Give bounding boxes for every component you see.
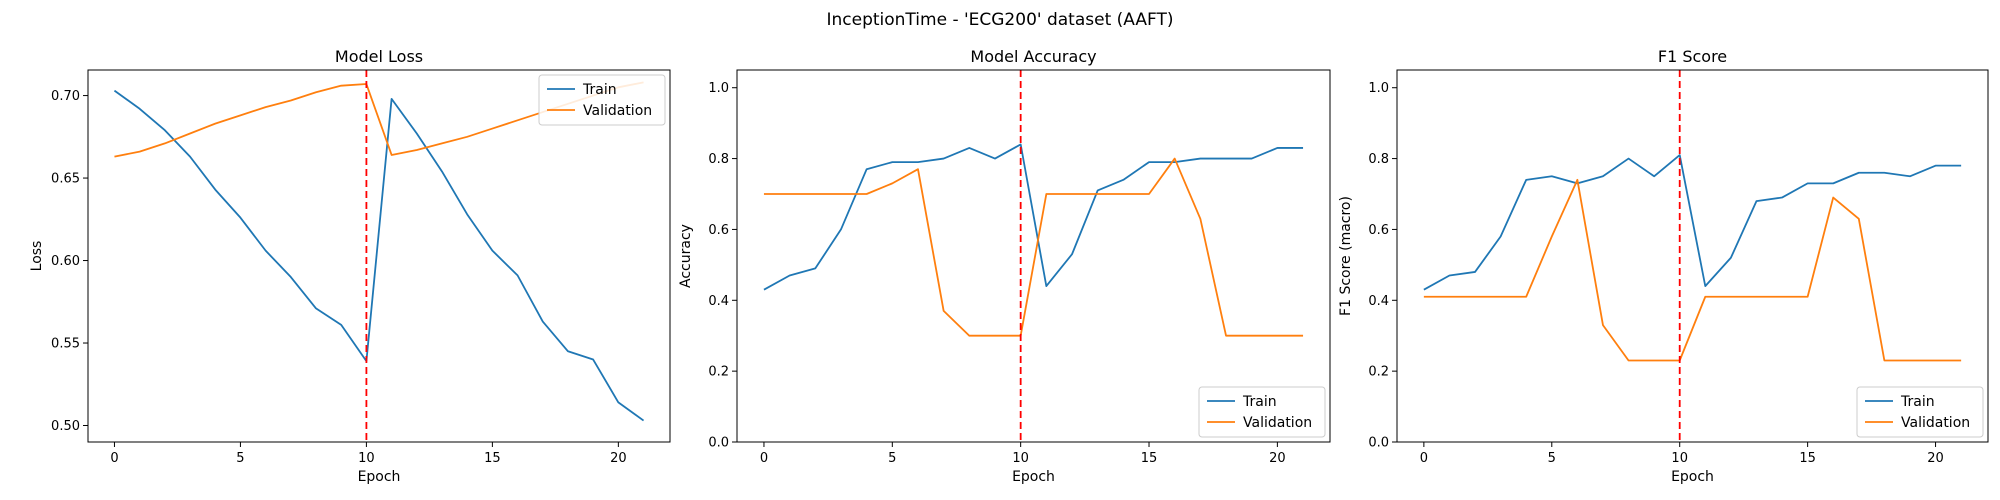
model-accuracy-validation-line [763, 157, 1304, 337]
f1-score-axes-frame [1396, 69, 1989, 443]
f1-score-y-axis-label: F1 Score (macro) [1338, 196, 1354, 316]
f1-score-y-tick-label: 0.0 [1368, 436, 1389, 451]
model-accuracy-panel: Model Accuracy 0 5 10 15 20 0.0 0.2 0.4 0.6 0.8 1.0… [678, 47, 1331, 485]
model-loss-x-tick-label: 15 [484, 451, 501, 466]
model-accuracy-y-tick-label: 0.8 [708, 152, 729, 167]
f1-score-x-tick-label: 15 [1799, 451, 1816, 466]
model-accuracy-x-tick-label: 5 [888, 451, 896, 466]
model-loss-x-tick-label: 10 [358, 451, 375, 466]
model-loss-legend: Train Validation [538, 74, 666, 126]
model-accuracy-x-tick-label: 15 [1141, 451, 1158, 466]
model-loss-y-tick-label: 0.65 [51, 172, 80, 187]
f1-score-train-line [1423, 154, 1962, 291]
model-loss-y-tick-label: 0.70 [51, 89, 80, 104]
model-loss-y-tick-label: 0.60 [51, 254, 80, 269]
model-loss-legend-label-train: Train [582, 82, 617, 98]
model-accuracy-x-tick-label: 20 [1269, 451, 1286, 466]
model-accuracy-x-axis-label: Epoch [1012, 469, 1055, 485]
model-accuracy-y-tick-label: 0.2 [708, 365, 729, 380]
model-loss-x-axis-label: Epoch [358, 469, 401, 485]
f1-score-y-tick-label: 0.2 [1368, 365, 1389, 380]
model-accuracy-y-tick-label: 0.0 [708, 436, 729, 451]
model-accuracy-axes-frame [736, 69, 1331, 443]
model-loss-y-tick-label: 0.50 [51, 419, 80, 434]
figure-suptitle: InceptionTime - 'ECG200' dataset (AAFT) [826, 10, 1173, 30]
f1-score-y-tick-label: 1.0 [1368, 81, 1389, 96]
model-accuracy-x-tick-label: 0 [760, 451, 768, 466]
model-accuracy-legend-label-validation: Validation [1243, 415, 1312, 431]
model-accuracy-title: Model Accuracy [970, 47, 1096, 66]
model-accuracy-legend: Train Validation [1198, 386, 1326, 438]
model-accuracy-y-tick-label: 0.6 [708, 223, 729, 238]
model-loss-x-tick-label: 5 [236, 451, 244, 466]
f1-score-legend-box [1856, 386, 1984, 438]
model-loss-panel: Model Loss 0 5 10 15 20 0.50 0.55 0.60 0.65 0.70 Ep… [29, 47, 671, 485]
model-accuracy-train-line [763, 143, 1304, 291]
f1-score-validation-line [1423, 178, 1962, 362]
f1-score-x-axis-label: Epoch [1671, 469, 1714, 485]
model-accuracy-x-tick-label: 10 [1012, 451, 1029, 466]
f1-score-x-tick-label: 10 [1671, 451, 1688, 466]
f1-score-legend-label-train: Train [1900, 394, 1935, 410]
f1-score-y-tick-label: 0.6 [1368, 223, 1389, 238]
model-accuracy-y-axis-label: Accuracy [678, 224, 694, 288]
model-loss-legend-label-validation: Validation [583, 103, 652, 119]
model-accuracy-y-tick-label: 0.4 [708, 294, 729, 309]
f1-score-y-tick-label: 0.4 [1368, 294, 1389, 309]
model-accuracy-legend-label-train: Train [1242, 394, 1277, 410]
model-accuracy-legend-box [1198, 386, 1326, 438]
model-loss-y-axis-label: Loss [29, 241, 45, 272]
model-loss-title: Model Loss [335, 47, 423, 66]
model-loss-legend-box [538, 74, 666, 126]
model-accuracy-y-tick-label: 1.0 [708, 81, 729, 96]
model-loss-y-tick-label: 0.55 [51, 337, 80, 352]
f1-score-x-tick-label: 20 [1927, 451, 1944, 466]
f1-score-y-tick-label: 0.8 [1368, 152, 1389, 167]
f1-score-x-tick-label: 0 [1420, 451, 1428, 466]
model-loss-train-line [113, 89, 645, 422]
model-loss-axes-frame [87, 69, 671, 443]
model-loss-x-tick-label: 20 [610, 451, 627, 466]
model-loss-x-tick-label: 0 [110, 451, 118, 466]
f1-score-x-tick-label: 5 [1548, 451, 1556, 466]
f1-score-title: F1 Score [1658, 47, 1727, 66]
f1-score-legend: Train Validation [1856, 386, 1984, 438]
f1-score-legend-label-validation: Validation [1901, 415, 1970, 431]
f1-score-panel: F1 Score 0 5 10 15 20 0.0 0.2 0.4 0.6 0.8 1.0 Epoch F… [1338, 47, 1989, 485]
